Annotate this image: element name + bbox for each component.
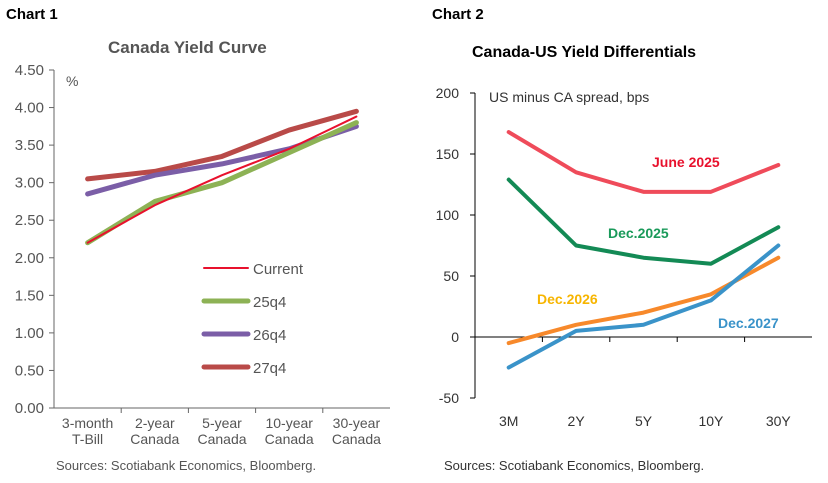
c1-x-tick-label: 10-year xyxy=(265,415,313,431)
c1-legend-label: 27q4 xyxy=(253,360,286,377)
c1-legend-label: 26q4 xyxy=(253,327,286,344)
c1-x-tick-label: 3-month xyxy=(62,415,113,431)
c1-x-tick-label: Canada xyxy=(332,431,381,447)
c1-y-tick-label: 0.00 xyxy=(15,400,44,417)
c1-y-tick-label: 0.50 xyxy=(15,362,44,379)
c2-y-tick-label: 50 xyxy=(443,268,459,284)
chart2-source: Sources: Scotiabank Economics, Bloomberg… xyxy=(444,458,705,473)
c1-series-line-27q4 xyxy=(85,108,359,182)
c1-x-tick-label: Canada xyxy=(130,431,179,447)
c2-series-label: June 2025 xyxy=(652,154,720,170)
c2-y-tick-label: 200 xyxy=(436,85,460,101)
c2-x-tick-label: 2Y xyxy=(568,413,586,429)
c1-series-line-Current xyxy=(86,115,358,244)
c1-y-tick-label: 4.50 xyxy=(15,62,44,79)
c1-y-tick-label: 3.00 xyxy=(15,175,44,192)
chart2-label: Chart 2 xyxy=(432,6,484,23)
c2-y-tick-label: -50 xyxy=(439,390,459,406)
chart1-title: Canada Yield Curve xyxy=(108,38,267,57)
c1-legend-label: 25q4 xyxy=(253,294,286,311)
c1-x-tick-label: 5-year xyxy=(202,415,242,431)
c1-x-tick-label: T-Bill xyxy=(72,431,103,447)
c2-y-unit: US minus CA spread, bps xyxy=(489,89,649,105)
c1-legend-label: Current xyxy=(253,261,304,278)
c1-y-tick-label: 3.50 xyxy=(15,137,44,154)
c1-x-tick-label: 30-year xyxy=(333,415,381,431)
c2-series-line-Dec.2025 xyxy=(506,177,781,266)
c2-series-line-Dec.2027 xyxy=(506,243,781,370)
c2-x-tick-label: 10Y xyxy=(698,413,724,429)
chart1-source: Sources: Scotiabank Economics, Bloomberg… xyxy=(56,458,317,473)
c1-x-tick-label: Canada xyxy=(197,431,246,447)
c2-x-tick-label: 3M xyxy=(499,413,518,429)
c2-series-label: Dec.2026 xyxy=(537,291,598,307)
c1-x-tick-label: 2-year xyxy=(135,415,175,431)
c1-series-line-25q4 xyxy=(85,120,359,246)
c2-series-label: Dec.2025 xyxy=(608,225,669,241)
c1-y-tick-label: 2.00 xyxy=(15,250,44,267)
c2-y-tick-label: 0 xyxy=(451,329,459,345)
c2-y-tick-label: 100 xyxy=(436,207,460,223)
c1-y-unit: % xyxy=(66,73,78,89)
c1-y-tick-label: 4.00 xyxy=(15,100,44,117)
c1-x-tick-label: Canada xyxy=(265,431,314,447)
chart1-label: Chart 1 xyxy=(6,6,58,23)
c1-y-tick-label: 1.00 xyxy=(15,325,44,342)
c1-y-tick-label: 1.50 xyxy=(15,287,44,304)
c2-x-tick-label: 30Y xyxy=(766,413,792,429)
c2-series-line-June 2025 xyxy=(506,130,781,194)
c2-y-tick-label: 150 xyxy=(436,146,460,162)
chart2-title: Canada-US Yield Differentials xyxy=(472,44,697,61)
c1-y-tick-label: 2.50 xyxy=(15,212,44,229)
c2-series-label: Dec.2027 xyxy=(718,315,779,331)
c2-x-tick-label: 5Y xyxy=(635,413,653,429)
